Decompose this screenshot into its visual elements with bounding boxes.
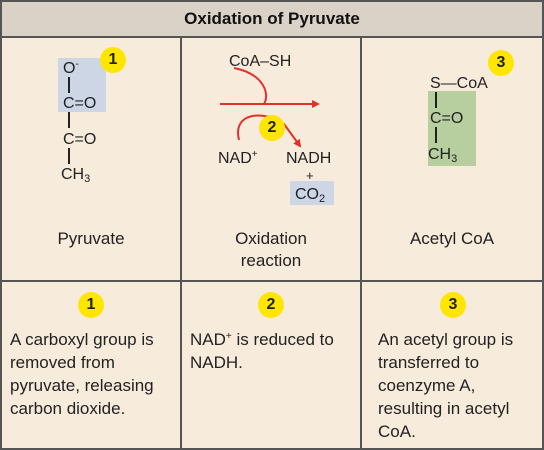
nadh-product: NADH: [286, 150, 332, 167]
step-badge-3: 3: [488, 50, 514, 76]
reaction-panel: CoA–SH 2 NAD+ NADH + CO2 Oxidation react…: [182, 38, 360, 280]
nad-plus: NAD+: [218, 149, 258, 168]
bond-c-ch3: [435, 127, 437, 143]
title-bar: Oxidation of Pyruvate: [2, 2, 542, 36]
bond-o-c: [68, 77, 70, 93]
acetyl-coa-panel: 3 S—CoA C=O CH3 Acetyl CoA: [362, 38, 542, 280]
methyl-group: CH3: [61, 166, 91, 185]
step-badge-1: 1: [100, 47, 126, 73]
reaction-label-2: reaction: [240, 251, 302, 270]
step-badge-1-desc: 1: [78, 292, 104, 318]
co2-product: CO2: [295, 186, 326, 205]
ketone-carbonyl: C=O: [63, 131, 97, 148]
carboxyl-highlight: [58, 58, 106, 112]
acetyl-methyl: CH3: [428, 146, 458, 165]
step-badge-3-desc: 3: [440, 292, 466, 318]
acetyl-coa-label: Acetyl CoA: [409, 229, 495, 248]
coa-curve-arrow: [233, 67, 268, 105]
plus-sign: +: [306, 168, 314, 183]
bond-c-ch3: [68, 148, 70, 164]
pyruvate-panel: O- C=O C=O CH3 1 Pyruvate: [2, 38, 180, 280]
step-3-text: An acetyl group is transferred to coenzy…: [378, 330, 514, 441]
thioester-s-coa: S—CoA: [430, 75, 488, 92]
co2-highlight: [290, 181, 334, 205]
carboxyl-oxygen: O-: [63, 59, 79, 78]
coa-sh-input: CoA–SH: [229, 53, 292, 70]
step-3-description-panel: 3 An acetyl group is transferred to coen…: [362, 282, 542, 448]
step-badge-2: 2: [259, 115, 285, 141]
diagram-title: Oxidation of Pyruvate: [184, 9, 360, 28]
step-badge-2-desc: 2: [258, 292, 284, 318]
step-2-text: NAD+ is reduced to NADH.: [190, 330, 334, 372]
carboxyl-carbonyl: C=O: [63, 95, 97, 112]
pyruvate-label: Pyruvate: [57, 229, 125, 248]
acetyl-carbonyl: C=O: [430, 110, 464, 127]
reaction-label-1: Oxidation: [235, 229, 307, 248]
bond-s-c: [435, 92, 437, 108]
step-1-text: A carboxyl group is removed from pyruvat…: [10, 330, 154, 418]
step-2-description-panel: 2 NAD+ is reduced to NADH.: [182, 282, 360, 448]
bond-c-c: [68, 112, 70, 128]
step-1-description-panel: 1 A carboxyl group is removed from pyruv…: [2, 282, 180, 448]
